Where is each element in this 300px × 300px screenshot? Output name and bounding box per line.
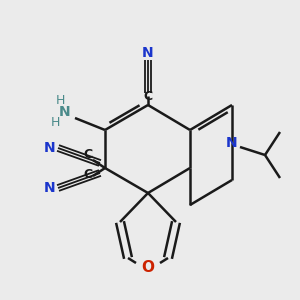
Text: C: C: [143, 89, 153, 103]
Text: C: C: [83, 148, 93, 161]
Text: N: N: [142, 46, 154, 60]
Text: C: C: [83, 169, 93, 182]
Text: N: N: [59, 105, 71, 119]
Text: H: H: [55, 94, 65, 106]
Text: H: H: [50, 116, 60, 128]
Text: O: O: [142, 260, 154, 275]
Text: N: N: [44, 141, 56, 155]
Text: N: N: [44, 181, 56, 195]
Text: N: N: [226, 136, 238, 150]
